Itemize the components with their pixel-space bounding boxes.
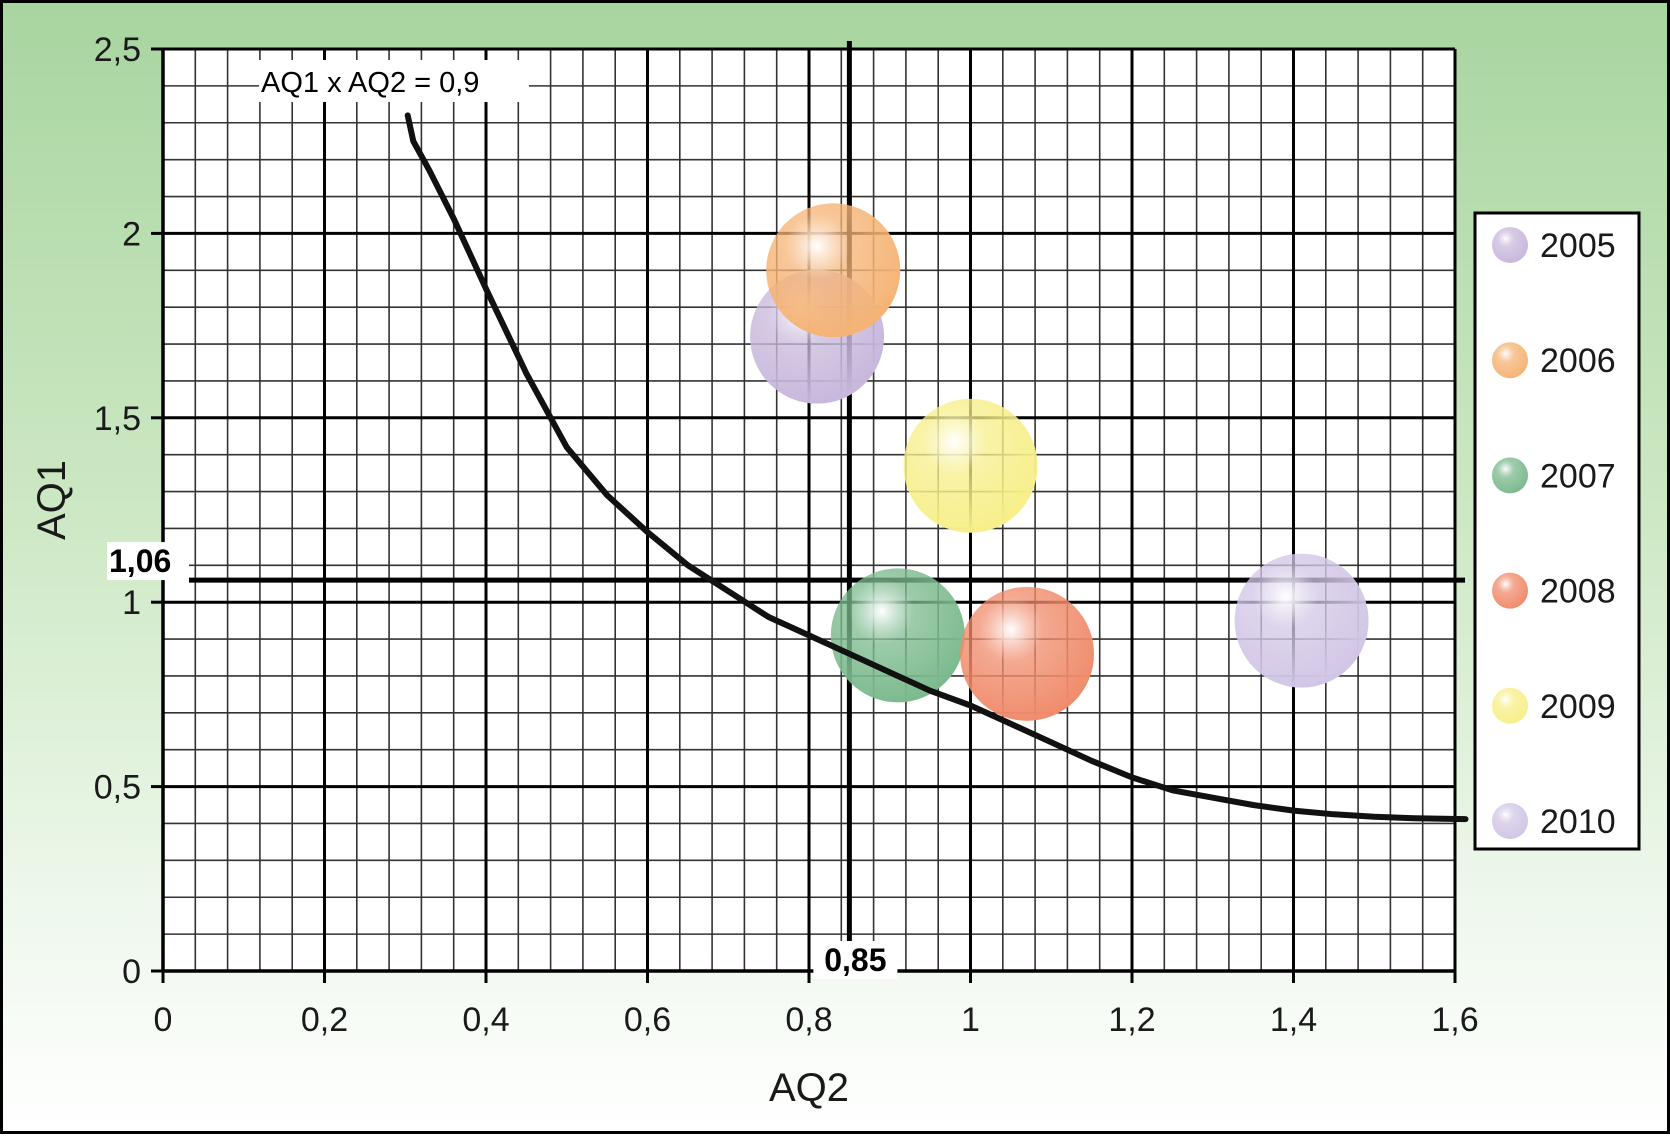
- curve-label-bg: [259, 60, 529, 102]
- x-tick-label: 0,4: [462, 1001, 509, 1039]
- y-tick-label: 0: [122, 953, 141, 991]
- legend-marker-2007: [1492, 457, 1528, 494]
- x-tick-label: 0,8: [785, 1001, 832, 1039]
- y-axis-title: AQ1: [30, 460, 74, 540]
- legend-label-2005: 2005: [1540, 227, 1616, 265]
- legend-box: [1473, 211, 1641, 851]
- reference-label-y: 1,06: [109, 543, 171, 579]
- x-tick-label: 1,4: [1270, 1001, 1317, 1039]
- bubble-2009: [903, 398, 1038, 533]
- x-tick-label: 1,2: [1108, 1001, 1155, 1039]
- y-tick-label: 2: [122, 215, 141, 253]
- bubble-2007: [830, 568, 965, 703]
- bubble-2010: [1234, 553, 1369, 688]
- reference-label-x-bg: [813, 941, 898, 979]
- reference-label-x: 0,85: [824, 942, 886, 978]
- legend-label-2007: 2007: [1540, 457, 1616, 495]
- legend-label-2010: 2010: [1540, 803, 1616, 841]
- legend-marker-2010: [1492, 803, 1528, 839]
- legend-label-2008: 2008: [1540, 573, 1616, 611]
- x-tick-label: 0,6: [624, 1001, 671, 1039]
- legend-marker-2009: [1492, 687, 1528, 724]
- y-tick-label: 0,5: [94, 769, 141, 807]
- legend-marker-2005: [1492, 227, 1528, 263]
- y-tick-label: 1,5: [94, 400, 141, 438]
- x-tick-label: 1,6: [1431, 1001, 1478, 1039]
- y-tick-label: 1: [122, 584, 141, 622]
- bubble-2008: [960, 586, 1095, 721]
- x-tick-label: 0: [154, 1001, 173, 1039]
- curve-line: [404, 112, 1469, 823]
- reference-label-y-bg: [107, 542, 189, 581]
- x-axis-title: AQ2: [769, 1066, 849, 1110]
- y-tick-label: 2,5: [94, 31, 141, 69]
- curve-label: AQ1 x AQ2 = 0,9: [261, 67, 479, 99]
- x-tick-label: 1: [961, 1001, 980, 1039]
- legend-marker-2006: [1492, 342, 1528, 379]
- legend-label-2009: 2009: [1540, 688, 1616, 726]
- x-tick-label: 0,2: [301, 1001, 348, 1039]
- bubble-2006: [766, 203, 901, 338]
- chart-svg: 0 0,2 0,4 0,6 0,8 1 1,2 1,4 1,6 0 0,5 1 1,5 2 2,5 AQ2 AQ…: [30, 31, 1641, 1110]
- legend-label-2006: 2006: [1540, 342, 1616, 380]
- legend-marker-2008: [1492, 572, 1528, 609]
